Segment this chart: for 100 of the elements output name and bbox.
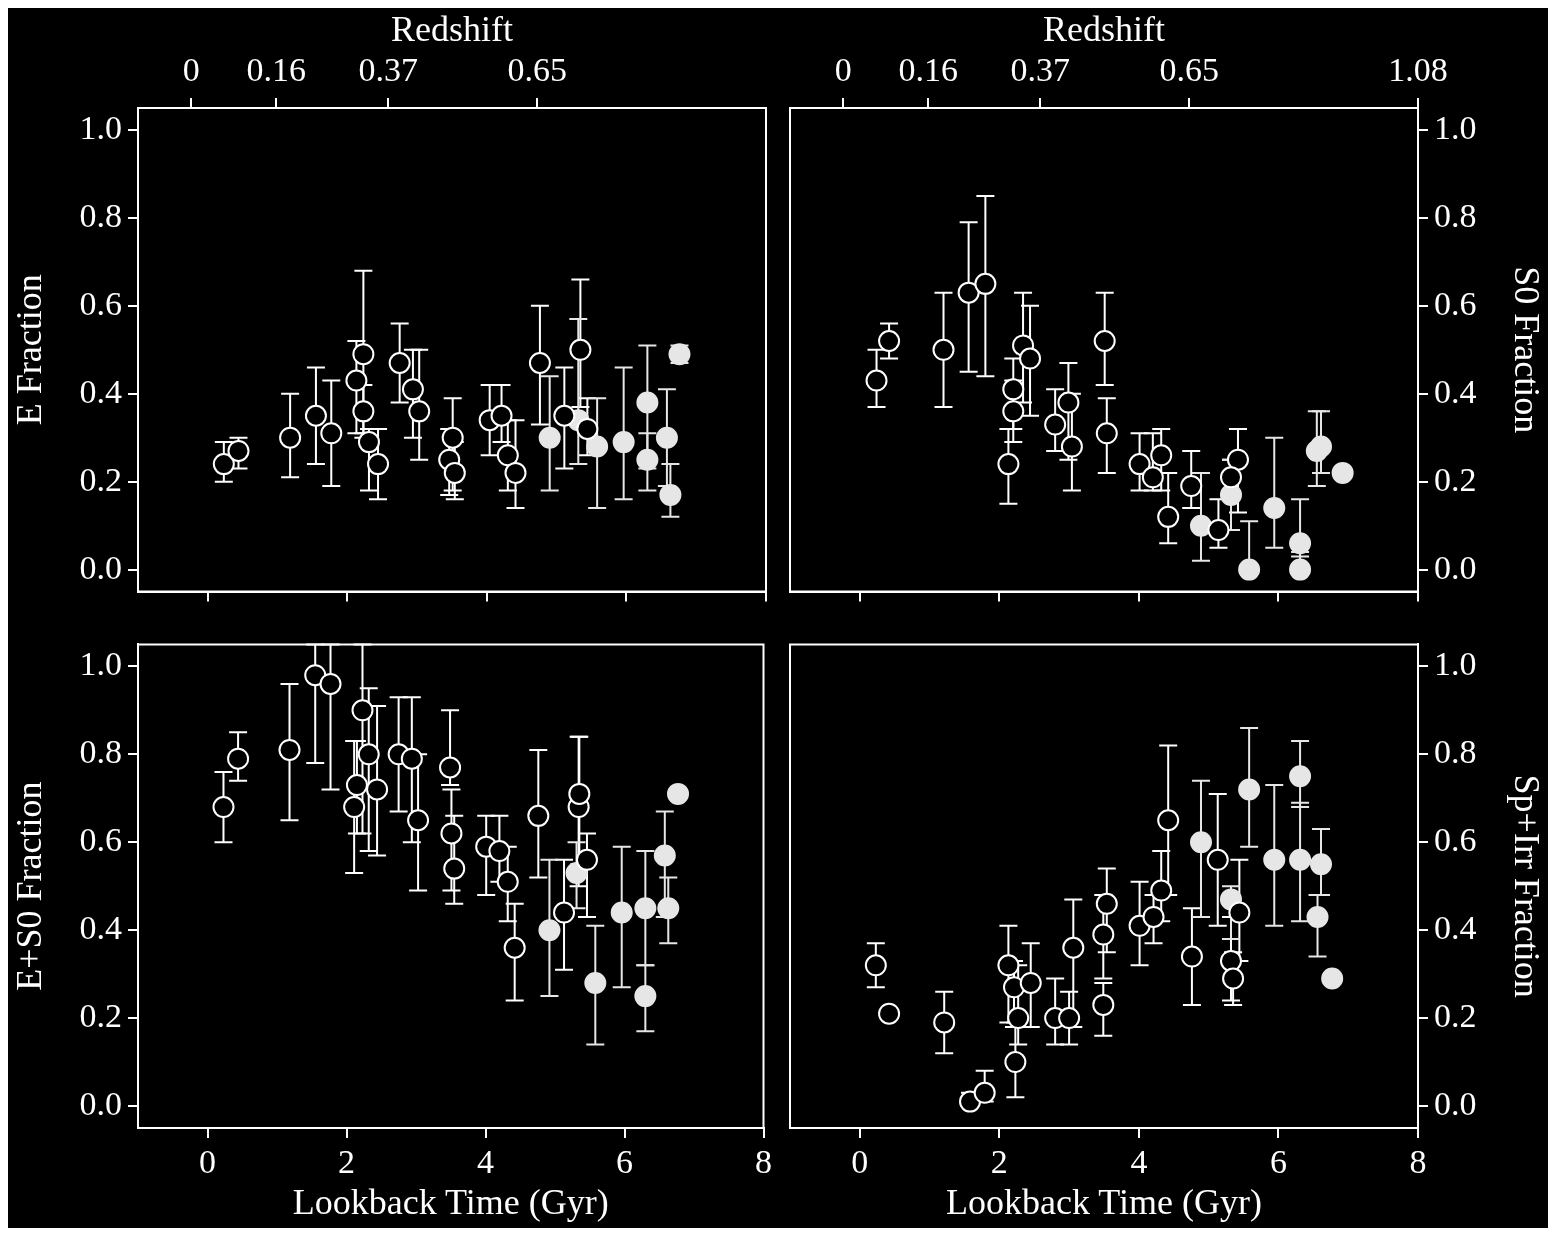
point <box>1228 901 1251 924</box>
point <box>1289 532 1312 555</box>
point <box>655 426 678 449</box>
point <box>1128 453 1151 476</box>
x-tick-label: 6 <box>1269 1143 1287 1181</box>
point <box>1093 330 1116 353</box>
point <box>1226 448 1249 471</box>
point <box>864 954 887 977</box>
point <box>1321 967 1344 990</box>
y-tick-label: 0.2 <box>79 997 122 1035</box>
point <box>1141 466 1164 489</box>
x-tick-label: 6 <box>616 1143 633 1181</box>
point <box>636 391 659 414</box>
point <box>1306 905 1329 928</box>
point <box>1263 497 1286 520</box>
point <box>528 351 551 374</box>
point <box>227 439 250 462</box>
point <box>212 453 235 476</box>
point <box>352 343 375 366</box>
y2-tick-label: 0.2 <box>1434 460 1477 498</box>
x2-tick-label: 0 <box>182 50 200 88</box>
point <box>407 809 430 832</box>
point <box>878 330 901 353</box>
x-tick-label: 2 <box>990 1143 1008 1181</box>
point <box>634 897 657 920</box>
y2-tick-label: 0.6 <box>1434 284 1477 322</box>
point <box>1263 848 1286 871</box>
y-tick-label: 0.0 <box>79 1084 122 1122</box>
point <box>636 448 659 471</box>
x2-tick-label: 0.37 <box>358 50 418 88</box>
point <box>659 483 682 506</box>
point <box>1044 413 1067 436</box>
point <box>1157 809 1180 832</box>
point <box>657 897 680 920</box>
x2-axis-title: Redshift <box>1043 9 1165 50</box>
point <box>1180 945 1203 968</box>
point <box>490 404 513 427</box>
point <box>932 338 955 361</box>
x2-tick-label: 0.37 <box>1010 50 1070 88</box>
point <box>488 840 511 863</box>
point <box>443 857 466 880</box>
y-tick-label: 1.0 <box>79 108 122 146</box>
point <box>388 351 411 374</box>
point <box>1150 444 1173 467</box>
point <box>408 400 431 423</box>
point <box>973 1081 996 1104</box>
point <box>959 1090 982 1113</box>
x2-tick-label: 1.08 <box>1388 50 1448 88</box>
point <box>279 426 302 449</box>
point <box>320 422 343 445</box>
point <box>345 774 368 797</box>
y-tick-label: 0.8 <box>79 733 122 771</box>
x-tick-label: 0 <box>199 1143 216 1181</box>
y-tick-label: 1.0 <box>79 645 122 683</box>
point <box>1007 1007 1030 1030</box>
point <box>304 404 327 427</box>
point <box>1222 967 1245 990</box>
x-tick-label: 8 <box>755 1143 772 1181</box>
point <box>653 844 676 867</box>
point <box>933 1011 956 1034</box>
x-axis-title: Lookback Time (Gyr) <box>946 1181 1262 1222</box>
point <box>997 954 1020 977</box>
point <box>1310 853 1333 876</box>
point <box>440 822 463 845</box>
y-tick-label: 0.8 <box>79 196 122 234</box>
point <box>1220 483 1242 506</box>
point <box>634 985 657 1008</box>
point <box>1289 848 1312 871</box>
point <box>367 453 390 476</box>
y2-tick-label: 0.4 <box>1434 909 1477 947</box>
point <box>1157 505 1180 528</box>
point <box>1057 391 1080 414</box>
point <box>865 369 888 392</box>
x2-tick-label: 0 <box>834 50 852 88</box>
point <box>304 664 327 687</box>
point <box>1189 831 1212 854</box>
point <box>227 747 250 770</box>
point <box>553 404 576 427</box>
point <box>538 426 561 449</box>
point <box>1019 347 1042 370</box>
y-tick-label: 0.0 <box>79 548 122 586</box>
y-tick-label: 0.4 <box>79 372 122 410</box>
point <box>667 782 690 805</box>
point <box>538 919 561 942</box>
point <box>357 743 380 766</box>
x2-tick-label: 0.16 <box>898 50 959 88</box>
point <box>527 804 550 827</box>
point <box>553 901 576 924</box>
point <box>401 378 424 401</box>
point <box>1238 558 1261 581</box>
point <box>366 778 389 801</box>
point <box>1238 778 1261 801</box>
y-tick-label: 0.2 <box>79 460 122 498</box>
point <box>612 431 635 454</box>
point <box>576 417 599 440</box>
y-axis-title: E+S0 Fraction <box>9 781 50 991</box>
point <box>586 435 609 458</box>
y2-axis-title: S0 Fraction <box>1506 266 1547 434</box>
point <box>443 461 466 484</box>
y2-axis-title: Sp+Irr Fraction <box>1506 774 1547 998</box>
